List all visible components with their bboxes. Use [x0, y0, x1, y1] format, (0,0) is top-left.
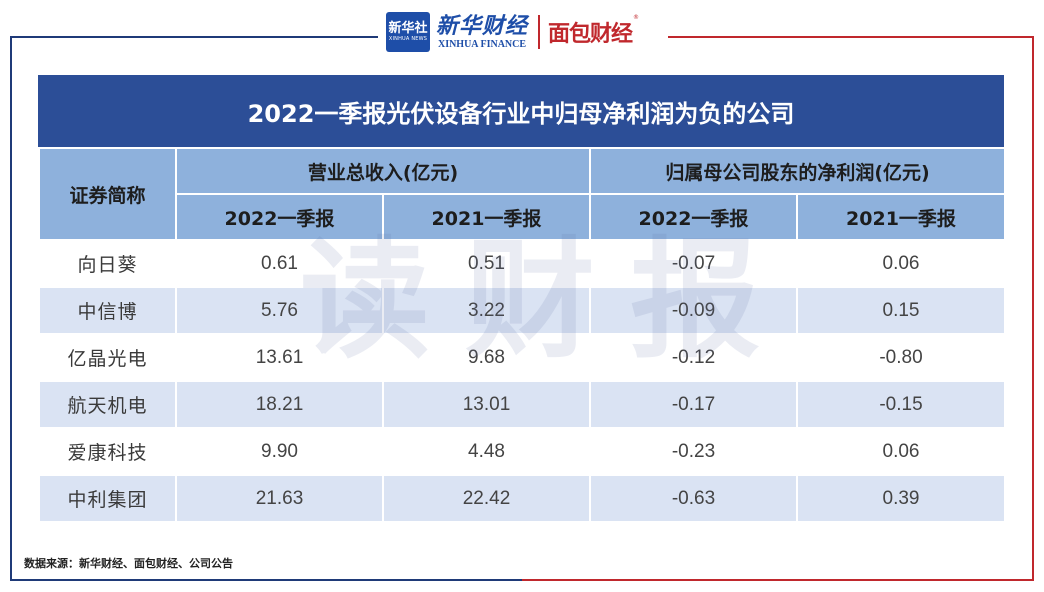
- mianbao-finance-logo: 面包财经 ®: [548, 14, 639, 48]
- header-row-period: 2022一季报 2021一季报 2022一季报 2021一季报: [39, 193, 1006, 241]
- table-title: 2022一季报光伏设备行业中归母净利润为负的公司: [38, 75, 1004, 147]
- xinhua-badge-en: XINHUA NEWS: [388, 36, 428, 42]
- frame-bottom-line: [10, 579, 1034, 581]
- cell-rev-2021: 3.22: [382, 286, 591, 335]
- xinhua-finance-en: XINHUA FINANCE: [437, 39, 527, 50]
- cell-np-2022: -0.07: [589, 239, 798, 288]
- header-net-profit-group: 归属母公司股东的净利润(亿元): [589, 147, 1006, 195]
- cell-name: 向日葵: [38, 239, 177, 288]
- cell-np-2021: -0.80: [796, 333, 1006, 382]
- cell-name: 爱康科技: [38, 427, 177, 476]
- header-row-group: 证券简称 营业总收入(亿元) 归属母公司股东的净利润(亿元): [38, 147, 1006, 241]
- cell-rev-2022: 0.61: [175, 239, 384, 288]
- cell-name: 亿晶光电: [38, 333, 177, 382]
- xinhua-finance-text: 新华财经: [436, 13, 529, 39]
- cell-name: 中利集团: [38, 474, 177, 523]
- cell-np-2021: 0.15: [796, 286, 1006, 335]
- cell-rev-2021: 9.68: [382, 333, 591, 382]
- table-row: 向日葵 0.61 0.51 -0.07 0.06: [38, 239, 1006, 288]
- cell-rev-2022: 9.90: [175, 427, 384, 476]
- cell-np-2021: 0.39: [796, 474, 1006, 523]
- table-row: 中信博 5.76 3.22 -0.09 0.15: [38, 286, 1006, 335]
- header-rev-2022q1: 2022一季报: [175, 193, 384, 241]
- header-np-2022q1: 2022一季报: [589, 193, 798, 241]
- cell-np-2021: 0.06: [796, 427, 1006, 476]
- cell-rev-2021: 0.51: [382, 239, 591, 288]
- cell-rev-2021: 4.48: [382, 427, 591, 476]
- table-row: 爱康科技 9.90 4.48 -0.23 0.06: [38, 427, 1006, 476]
- table-row: 航天机电 18.21 13.01 -0.17 -0.15: [38, 380, 1006, 429]
- cell-rev-2021: 22.42: [382, 474, 591, 523]
- cell-np-2022: -0.63: [589, 474, 798, 523]
- xinhua-badge-text: 新华社: [388, 21, 428, 36]
- cell-np-2021: -0.15: [796, 380, 1006, 429]
- cell-np-2021: 0.06: [796, 239, 1006, 288]
- header-security-name: 证券简称: [38, 147, 177, 241]
- header-revenue-group: 营业总收入(亿元): [175, 147, 591, 195]
- logo-bar: 新华社 XINHUA NEWS 新华财经 XINHUA FINANCE 面包财经…: [380, 8, 668, 56]
- frame-top-left-line: [10, 36, 378, 38]
- mianbao-text: 面包财经: [548, 22, 633, 47]
- table-row: 亿晶光电 13.61 9.68 -0.12 -0.80: [38, 333, 1006, 382]
- cell-name: 航天机电: [38, 380, 177, 429]
- frame-left-line: [10, 36, 12, 581]
- data-source-note: 数据来源：新华财经、面包财经、公司公告: [24, 557, 233, 570]
- cell-rev-2022: 18.21: [175, 380, 384, 429]
- table-row: 中利集团 21.63 22.42 -0.63 0.39: [38, 474, 1006, 523]
- data-table: 证券简称 营业总收入(亿元) 归属母公司股东的净利润(亿元) 2022一季报 2…: [38, 147, 1006, 523]
- cell-name: 中信博: [38, 286, 177, 335]
- frame-top-right-line: [668, 36, 1034, 38]
- logo-divider: [538, 15, 541, 49]
- header-rev-2021q1: 2021一季报: [382, 193, 591, 241]
- cell-rev-2021: 13.01: [382, 380, 591, 429]
- cell-rev-2022: 21.63: [175, 474, 384, 523]
- cell-rev-2022: 5.76: [175, 286, 384, 335]
- cell-np-2022: -0.23: [589, 427, 798, 476]
- cell-rev-2022: 13.61: [175, 333, 384, 382]
- header-np-2021q1: 2021一季报: [796, 193, 1006, 241]
- cell-np-2022: -0.09: [589, 286, 798, 335]
- xinhua-finance-logo: 新华财经 XINHUA FINANCE: [436, 13, 528, 51]
- cell-np-2022: -0.17: [589, 380, 798, 429]
- registered-mark: ®: [633, 14, 639, 21]
- frame-right-line: [1032, 36, 1034, 581]
- xinhua-news-logo: 新华社 XINHUA NEWS: [386, 12, 430, 52]
- cell-np-2022: -0.12: [589, 333, 798, 382]
